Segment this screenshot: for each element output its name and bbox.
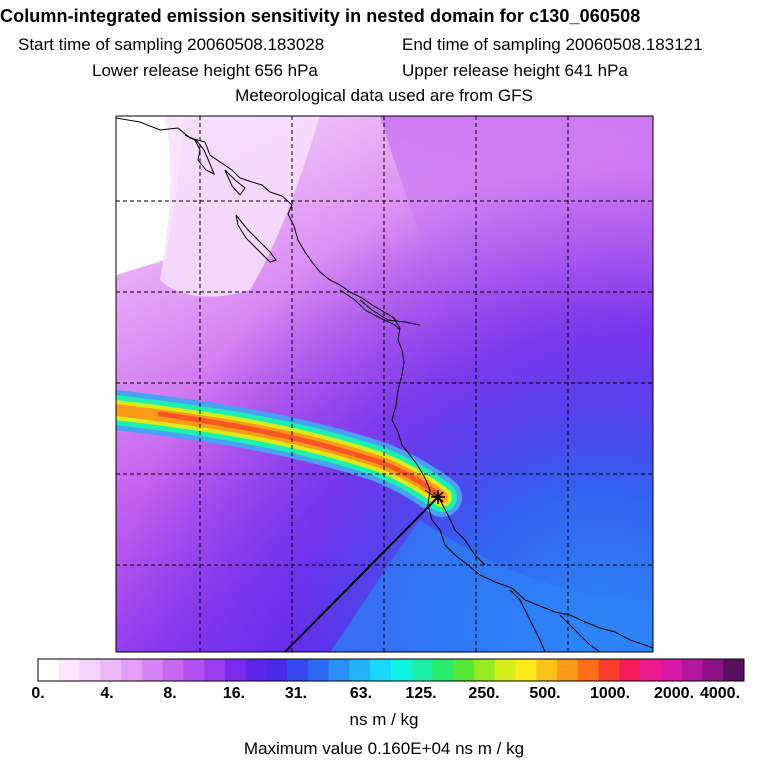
colorbar-tick-label: 4000. bbox=[699, 685, 741, 702]
colorbar-swatch bbox=[536, 659, 558, 681]
colorbar-tick-label: 63. bbox=[349, 685, 373, 702]
colorbar-units: ns m / kg bbox=[349, 710, 419, 729]
emission-plume bbox=[116, 390, 462, 517]
colorbar-swatch bbox=[681, 659, 703, 681]
colorbar-swatch bbox=[224, 659, 247, 681]
colorbar-swatch bbox=[619, 659, 641, 681]
lower-release-height: Lower release height 656 hPa bbox=[92, 61, 318, 80]
colorbar-frame bbox=[37, 658, 745, 682]
colorbar-swatch bbox=[349, 659, 371, 681]
colorbar-swatch bbox=[598, 659, 620, 681]
colorbar-tick-label: 2000. bbox=[653, 685, 695, 702]
colorbar-swatch bbox=[287, 659, 309, 681]
graticule bbox=[116, 116, 653, 652]
colorbar-swatch bbox=[453, 659, 475, 681]
colorbar-swatch bbox=[183, 659, 205, 681]
colorbar-swatch bbox=[204, 659, 226, 681]
colorbar-swatch bbox=[640, 659, 662, 681]
colorbar-swatch bbox=[411, 659, 434, 681]
receptor-star-icon bbox=[431, 490, 445, 504]
colorbar-swatch bbox=[38, 659, 60, 681]
colorbar-tick-label: 1000. bbox=[589, 685, 631, 702]
colorbar-tick-label: 8. bbox=[163, 685, 177, 702]
coastline bbox=[116, 117, 653, 652]
met-data-source: Meteorological data used are from GFS bbox=[235, 86, 533, 105]
colorbar-swatch bbox=[474, 659, 496, 681]
end-time: End time of sampling 20060508.183121 bbox=[402, 35, 703, 54]
colorbar-swatch bbox=[391, 659, 413, 681]
colorbar-tick-label: 500. bbox=[529, 685, 561, 702]
colorbar-tick-label: 16. bbox=[222, 685, 246, 702]
colorbar-swatch bbox=[121, 659, 143, 681]
colorbar-tick-label: 125. bbox=[405, 685, 437, 702]
colorbar-tick-label: 31. bbox=[284, 685, 308, 702]
upper-release-height: Upper release height 641 hPa bbox=[402, 61, 628, 80]
colorbar-tick-label: 4. bbox=[100, 685, 114, 702]
colorbar-swatch bbox=[723, 659, 745, 681]
colorbar-swatch bbox=[307, 659, 330, 681]
colorbar-swatch bbox=[557, 659, 579, 681]
colorbar-swatch bbox=[328, 659, 350, 681]
colorbar-swatch bbox=[702, 659, 724, 681]
colorbar-swatch bbox=[58, 659, 81, 681]
colorbar-tick-label: 250. bbox=[468, 685, 500, 702]
colorbar bbox=[37, 658, 745, 682]
colorbar-swatch bbox=[370, 659, 392, 681]
map-frame bbox=[115, 115, 654, 653]
colorbar-swatch bbox=[100, 659, 122, 681]
colorbar-swatch bbox=[141, 659, 164, 681]
start-time: Start time of sampling 20060508.183028 bbox=[18, 35, 325, 54]
colorbar-swatch bbox=[79, 659, 101, 681]
colorbar-swatch bbox=[660, 659, 683, 681]
colorbar-tick-label: 0. bbox=[31, 685, 45, 702]
colorbar-swatch bbox=[245, 659, 267, 681]
colorbar-swatch bbox=[494, 659, 517, 681]
colorbar-swatch bbox=[432, 659, 454, 681]
plot-title: Column-integrated emission sensitivity i… bbox=[0, 6, 641, 26]
colorbar-swatch bbox=[162, 659, 184, 681]
colorbar-swatch bbox=[577, 659, 600, 681]
trajectory-line bbox=[284, 496, 439, 652]
colorbar-swatch bbox=[266, 659, 288, 681]
colorbar-swatch bbox=[515, 659, 537, 681]
maximum-value: Maximum value 0.160E+04 ns m / kg bbox=[243, 739, 525, 758]
